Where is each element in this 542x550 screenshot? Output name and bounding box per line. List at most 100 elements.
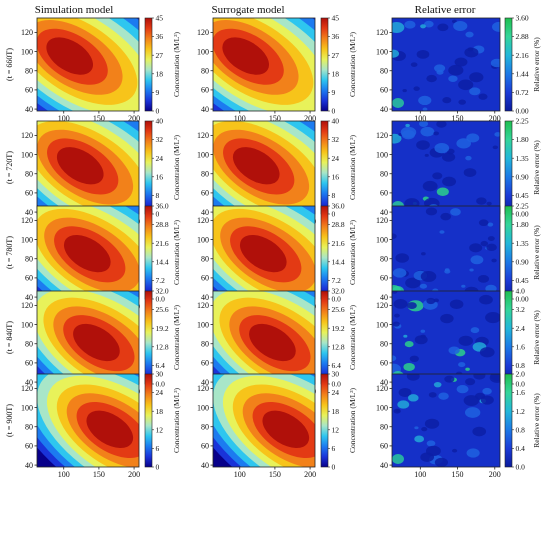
error-blob bbox=[463, 395, 480, 406]
x-tick-label: 150 bbox=[269, 114, 281, 123]
error-blob bbox=[392, 133, 402, 144]
row-label: (t = 720T) bbox=[5, 151, 14, 184]
simulation-panel: 4060801001201001502000.06.412.819.225.63… bbox=[21, 287, 181, 396]
error-field bbox=[392, 374, 500, 467]
y-tick-label: 80 bbox=[25, 340, 33, 349]
y-tick-label: 40 bbox=[380, 461, 388, 470]
error-blob bbox=[492, 145, 498, 150]
colorbar-tick-label: 30 bbox=[156, 370, 164, 379]
error-blob bbox=[491, 258, 497, 263]
y-tick-label: 100 bbox=[376, 47, 388, 56]
colorbar-tick-label: 2.4 bbox=[516, 324, 526, 333]
contour-level-9 bbox=[222, 37, 270, 75]
contour-field bbox=[213, 206, 315, 299]
colorbar-tick-label: 32.0 bbox=[156, 287, 169, 296]
y-tick-label: 40 bbox=[25, 461, 33, 470]
error-blob bbox=[425, 207, 438, 216]
x-tick-label: 200 bbox=[489, 114, 501, 123]
y-tick-label: 80 bbox=[25, 67, 33, 76]
colorbar-tick-label: 0.0 bbox=[332, 380, 342, 389]
error-blob bbox=[487, 222, 494, 227]
error-blob bbox=[395, 409, 400, 413]
y-tick-label: 60 bbox=[380, 86, 388, 95]
error-blob bbox=[469, 243, 483, 253]
error-hotspot bbox=[392, 98, 404, 108]
colorbar-tick-label: 25.6 bbox=[156, 305, 169, 314]
error-blob bbox=[490, 374, 500, 381]
error-blob bbox=[432, 172, 443, 180]
simulation-panel: 40 60 80 100 120 100 150 200 0 8 16 24 32 40 Concentra… bbox=[21, 117, 181, 226]
colorbar-tick-label: 2.25 bbox=[516, 117, 529, 126]
colorbar-tick-label: 1.80 bbox=[516, 220, 529, 229]
y-tick-label: 40 bbox=[380, 378, 388, 387]
column-title-surrogate: Surrogate model bbox=[211, 4, 284, 16]
y-tick-label: 100 bbox=[21, 47, 33, 56]
y-tick-label: 120 bbox=[197, 131, 209, 140]
error-blob bbox=[395, 253, 409, 263]
colorbar bbox=[320, 205, 329, 300]
error-blob bbox=[413, 86, 420, 91]
error-blob bbox=[465, 31, 474, 38]
x-tick-label: 200 bbox=[128, 114, 140, 123]
error-blob bbox=[440, 313, 454, 324]
y-tick-label: 120 bbox=[197, 301, 209, 310]
y-tick-label: 120 bbox=[376, 384, 388, 393]
error-blob bbox=[486, 201, 492, 206]
y-tick-label: 60 bbox=[380, 442, 388, 451]
colorbar-tick-label: 36 bbox=[156, 32, 164, 41]
error-blob bbox=[456, 138, 472, 149]
error-field bbox=[392, 18, 500, 111]
contour-field bbox=[213, 374, 315, 467]
colorbar-tick-label: 6.4 bbox=[332, 361, 342, 370]
y-tick-label: 40 bbox=[201, 461, 209, 470]
colorbar-tick-label: 0 bbox=[156, 463, 160, 472]
colorbar-tick-label: 0.72 bbox=[516, 88, 529, 97]
y-tick-label: 40 bbox=[25, 378, 33, 387]
colorbar-tick-label: 24 bbox=[332, 388, 340, 397]
error-blob bbox=[424, 20, 434, 28]
colorbar-tick-label: 9 bbox=[332, 88, 336, 97]
colorbar bbox=[320, 120, 329, 215]
error-blob bbox=[448, 346, 460, 355]
y-tick-label: 60 bbox=[201, 86, 209, 95]
error-blob bbox=[426, 74, 437, 83]
y-tick-label: 40 bbox=[201, 208, 209, 217]
error-blob bbox=[453, 21, 468, 31]
colorbar-tick-label: 2.0 bbox=[516, 370, 526, 379]
error-blob bbox=[428, 392, 437, 398]
error-blob bbox=[414, 435, 425, 443]
error-blob bbox=[454, 57, 468, 67]
colorbar-tick-label: 1.44 bbox=[516, 69, 529, 78]
error-blob bbox=[473, 374, 486, 380]
figure-row: (t = 840T)4060801001201001502000.06.412.… bbox=[5, 287, 541, 396]
colorbar-tick-label: 0.4 bbox=[516, 444, 526, 453]
error-blob bbox=[420, 271, 437, 282]
colorbar-tick-label: 7.2 bbox=[332, 276, 342, 285]
contour-level-9 bbox=[239, 235, 287, 273]
error-blob bbox=[448, 75, 458, 83]
error-blob bbox=[478, 219, 489, 227]
surrogate-panel: 40 60 80 100 120 100 150 200 0 9 18 27 36 45 Concentra… bbox=[197, 14, 357, 123]
colorbar-tick-label: 1.6 bbox=[516, 388, 526, 397]
colorbar-tick-label: 36 bbox=[332, 32, 340, 41]
y-tick-label: 80 bbox=[380, 423, 388, 432]
colorbar-tick-label: 1.80 bbox=[516, 135, 529, 144]
simulation-panel: 40 60 80 100 120 100 150 200 0 6 12 18 24 30 Concentra… bbox=[21, 370, 181, 479]
error-blob bbox=[467, 47, 474, 52]
y-tick-label: 120 bbox=[197, 384, 209, 393]
error-blob bbox=[485, 312, 500, 324]
y-tick-label: 100 bbox=[376, 403, 388, 412]
colorbar-tick-label: 40 bbox=[332, 117, 340, 126]
error-blob bbox=[452, 448, 458, 453]
colorbar-label: Concentration (M/L³) bbox=[172, 135, 181, 200]
y-tick-label: 80 bbox=[380, 170, 388, 179]
error-blob bbox=[392, 49, 400, 58]
y-tick-label: 80 bbox=[25, 170, 33, 179]
colorbar-tick-label: 32 bbox=[156, 135, 164, 144]
y-tick-label: 100 bbox=[376, 320, 388, 329]
colorbar-tick-label: 0.0 bbox=[516, 463, 526, 472]
colorbar-label: Concentration (M/L³) bbox=[172, 32, 181, 97]
error-blob bbox=[392, 291, 398, 294]
